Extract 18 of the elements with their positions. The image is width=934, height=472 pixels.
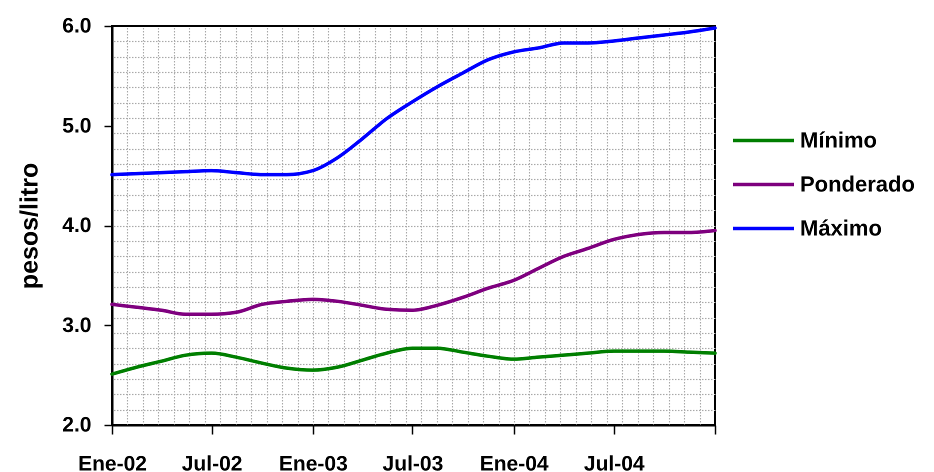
x-tick-label: Jul-03 — [382, 452, 444, 472]
y-tick-label: 6.0 — [62, 14, 92, 38]
legend-label: Ponderado — [800, 172, 915, 196]
x-tick-label: Ene-03 — [278, 452, 348, 472]
legend-label: Máximo — [800, 216, 882, 240]
x-tick-label: Ene-04 — [480, 452, 549, 472]
x-tick-label: Jul-04 — [584, 452, 645, 472]
line-series — [110, 346, 717, 376]
y-tick-label: 2.0 — [62, 414, 92, 436]
line-series — [110, 228, 717, 316]
legend-label: Mínimo — [800, 128, 877, 152]
y-tick-label: 3.0 — [62, 314, 92, 337]
y-tick-label: 5.0 — [62, 114, 92, 138]
x-tick-label: Jul-02 — [182, 452, 242, 472]
line-series — [110, 26, 717, 176]
x-tick-label: Ene-02 — [78, 452, 147, 472]
y-axis-title: pesos/litro — [15, 162, 44, 290]
y-tick-label: 4.0 — [62, 214, 92, 237]
